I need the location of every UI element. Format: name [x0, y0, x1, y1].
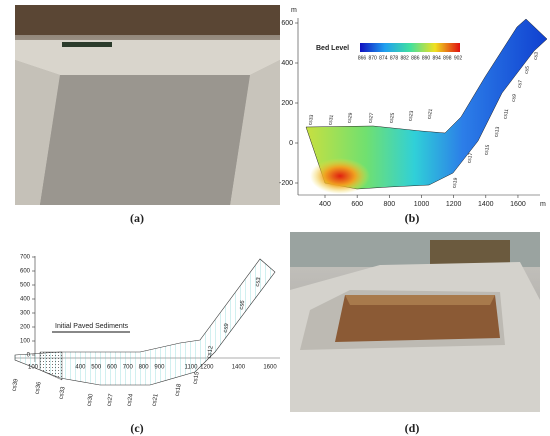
- colorbar-label: 870: [368, 55, 377, 61]
- paved-sediments: [39, 351, 63, 381]
- x-tick-label: 1600: [510, 201, 526, 208]
- caption: (a): [130, 211, 144, 225]
- section-label: cs5: [524, 65, 531, 74]
- y-tick-label: 200: [281, 100, 293, 107]
- x-tick-label: 800: [383, 201, 395, 208]
- x-tick-label: 700: [123, 365, 134, 371]
- section-label: cs36: [35, 381, 43, 395]
- y-tick-label: 200: [20, 325, 31, 331]
- photo-a: [15, 5, 280, 205]
- axis-unit: m: [540, 201, 546, 208]
- y-tick-label: 0: [27, 353, 31, 359]
- x-tick-label: 1000: [414, 201, 430, 208]
- panel-b: Bed Level m m: [291, 7, 548, 208]
- section-label: cs31: [327, 114, 335, 126]
- colorbar-label: 874: [379, 55, 388, 61]
- section-label: cs19: [451, 177, 459, 189]
- section-label: cs21: [152, 393, 160, 407]
- panel-c: Initial Paved Sediments: [14, 256, 280, 386]
- section-label: cs17: [466, 152, 474, 164]
- x-tick-label: 500: [91, 365, 102, 371]
- section-label: cs7: [517, 79, 524, 88]
- x-tick-label: 400: [319, 201, 331, 208]
- colorbar-label: 890: [422, 55, 431, 61]
- x-tick-label: 800: [139, 365, 150, 371]
- y-tick-label: 100: [20, 339, 31, 345]
- x-tick-label: 1200: [200, 365, 214, 371]
- x-tick-label: 1400: [232, 365, 246, 371]
- y-tick-label: 600: [20, 269, 31, 275]
- section-label: cs33: [307, 114, 315, 126]
- x-tick-label: 900: [154, 365, 165, 371]
- section-label: cs13: [493, 126, 501, 138]
- y-tick-label: 400: [20, 297, 31, 303]
- photo-d: [290, 232, 540, 412]
- legend-title: Bed Level: [316, 45, 349, 52]
- y-tick-label: 500: [20, 283, 31, 289]
- colorbar: [360, 43, 460, 52]
- section-label: cs9: [511, 93, 518, 102]
- colorbar-label: 886: [411, 55, 420, 61]
- section-label: cs21: [426, 108, 434, 120]
- annotation: Initial Paved Sediments: [55, 323, 129, 330]
- section-label: cs12: [207, 345, 215, 359]
- x-tick-label: 1100: [185, 365, 199, 371]
- caption: (d): [405, 421, 420, 435]
- y-tick-label: 400: [281, 60, 293, 67]
- section-label: cs11: [502, 108, 510, 119]
- section-label: cs27: [107, 393, 115, 407]
- colorbar-label: 894: [432, 55, 441, 61]
- y-tick-label: -200: [279, 180, 293, 187]
- section-label: cs23: [407, 110, 415, 122]
- caption: (c): [130, 421, 143, 435]
- section-label: cs30: [87, 393, 95, 407]
- x-tick-label: 600: [351, 201, 363, 208]
- colorbar-label: 882: [400, 55, 409, 61]
- section-label: cs33: [59, 386, 67, 400]
- section-label: cs24: [127, 393, 135, 407]
- section-label: cs15: [193, 371, 201, 385]
- section-label: cs3: [533, 51, 540, 60]
- section-label: cs3: [255, 276, 263, 287]
- section-label: cs18: [175, 383, 183, 397]
- section-label: cs6: [239, 299, 247, 310]
- bed-level-map: [305, 18, 548, 190]
- section-label: cs27: [367, 112, 375, 124]
- y-tick-label: 300: [20, 311, 31, 317]
- x-tick-label: 400: [75, 365, 86, 371]
- section-label: cs15: [483, 144, 491, 156]
- colorbar-label: 866: [358, 55, 367, 61]
- x-tick-label: 100: [28, 365, 39, 371]
- colorbar-label: 902: [454, 55, 463, 61]
- y-tick-label: 0: [289, 140, 293, 147]
- colorbar-label: 898: [443, 55, 452, 61]
- caption: (b): [405, 211, 420, 225]
- x-tick-label: 600: [107, 365, 118, 371]
- section-label: cs9: [223, 322, 231, 333]
- x-tick-label: 1400: [478, 201, 494, 208]
- y-tick-label: 600: [281, 20, 293, 27]
- section-label: cs29: [346, 112, 354, 124]
- y-tick-label: 700: [20, 255, 31, 261]
- deposit-zone: [310, 158, 370, 194]
- section-label: cs39: [12, 378, 20, 392]
- x-tick-label: 1600: [263, 365, 277, 371]
- colorbar-label: 878: [390, 55, 399, 61]
- x-tick-label: 1200: [446, 201, 462, 208]
- section-label: cs25: [388, 112, 396, 124]
- axis-unit: m: [291, 7, 297, 14]
